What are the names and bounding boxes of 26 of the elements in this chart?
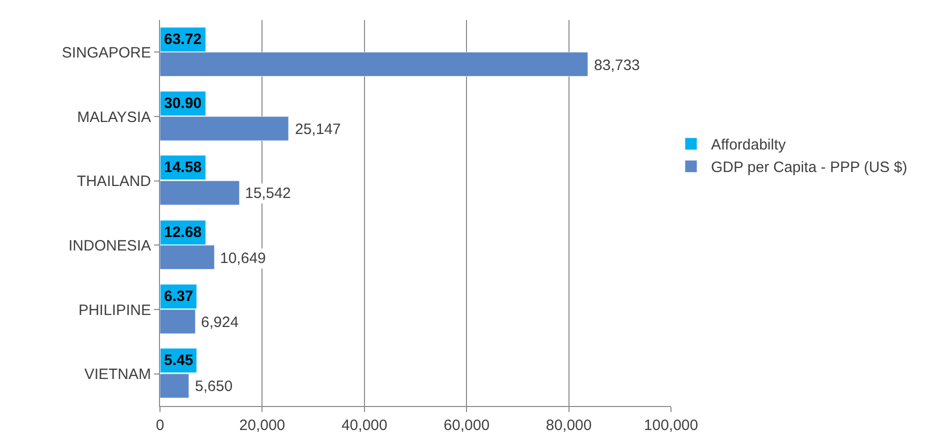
data-label: 6,924 <box>201 314 239 331</box>
y-tick-label: THAILAND <box>76 173 152 190</box>
data-label: 25,147 <box>295 121 341 138</box>
x-tick-label: 80,000 <box>546 417 592 434</box>
y-tick-label: MALAYSIA <box>77 108 151 126</box>
data-label: 30.90 <box>164 95 202 112</box>
data-label: 10,649 <box>220 250 266 267</box>
legend-label: GDP per Capita - PPP (US $) <box>711 159 908 176</box>
y-tick-label: INDONESIA <box>68 237 151 254</box>
x-tick-label: 40,000 <box>341 417 388 434</box>
data-label: 5,650 <box>195 378 233 395</box>
y-tick-label: VIETNAM <box>84 366 151 384</box>
data-label: 6.37 <box>164 288 194 305</box>
data-label: 14.58 <box>164 159 202 176</box>
data-label: 63.72 <box>164 31 202 48</box>
x-tick-label: 0 <box>156 417 164 434</box>
data-label: 12.68 <box>164 224 202 241</box>
x-tick-label: 100,000 <box>644 417 698 434</box>
data-label: 5.45 <box>164 352 194 369</box>
y-tick-label: SINGAPORE <box>62 44 151 62</box>
legend-label: Affordabilty <box>711 136 786 154</box>
y-tick-label: PHILIPINE <box>78 302 151 319</box>
data-label: 83,733 <box>594 57 640 74</box>
x-tick-label: 60,000 <box>444 417 490 434</box>
x-tick-label: 20,000 <box>239 417 286 434</box>
data-label: 15,542 <box>245 185 291 202</box>
